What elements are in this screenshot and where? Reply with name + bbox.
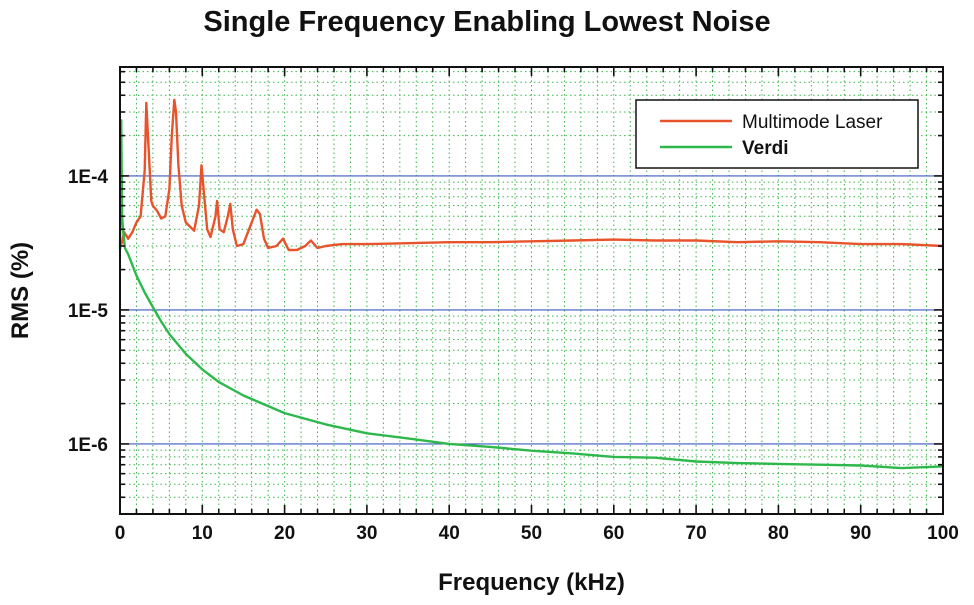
series-line-verdi <box>118 119 944 470</box>
x-tick-label: 40 <box>439 523 460 544</box>
legend: Multimode Laser Verdi <box>635 99 919 169</box>
y-tick-label: 1E-5 <box>68 301 109 322</box>
x-tick-label: 70 <box>686 523 707 544</box>
x-tick-label: 0 <box>115 523 126 544</box>
x-tick-label: 30 <box>356 523 377 544</box>
legend-entry-label: Multimode Laser <box>742 112 883 133</box>
x-axis-title: Frequency (kHz) <box>438 569 625 596</box>
x-tick-label: 90 <box>850 523 871 544</box>
x-tick-label: 20 <box>274 523 295 544</box>
x-tick-label: 100 <box>927 523 959 544</box>
x-tick-label: 80 <box>768 523 789 544</box>
x-tick-label: 10 <box>192 523 213 544</box>
y-tick-label: 1E-4 <box>68 167 109 188</box>
series-layer <box>118 98 944 470</box>
axis-ticks: 0 10 20 30 40 50 60 70 80 90 100 1E-6 1E-5 1E-4 <box>68 67 959 544</box>
x-tick-label: 60 <box>603 523 624 544</box>
chart-title: Single Frequency Enabling Lowest Noise <box>203 6 771 38</box>
series-line-multimode-laser <box>118 98 944 252</box>
major-grid <box>120 175 943 445</box>
x-tick-label: 50 <box>521 523 542 544</box>
legend-box <box>635 99 919 169</box>
y-axis-title: RMS (%) <box>7 242 34 339</box>
legend-entry-label: Verdi <box>742 138 788 159</box>
y-tick-label: 1E-6 <box>68 435 108 456</box>
